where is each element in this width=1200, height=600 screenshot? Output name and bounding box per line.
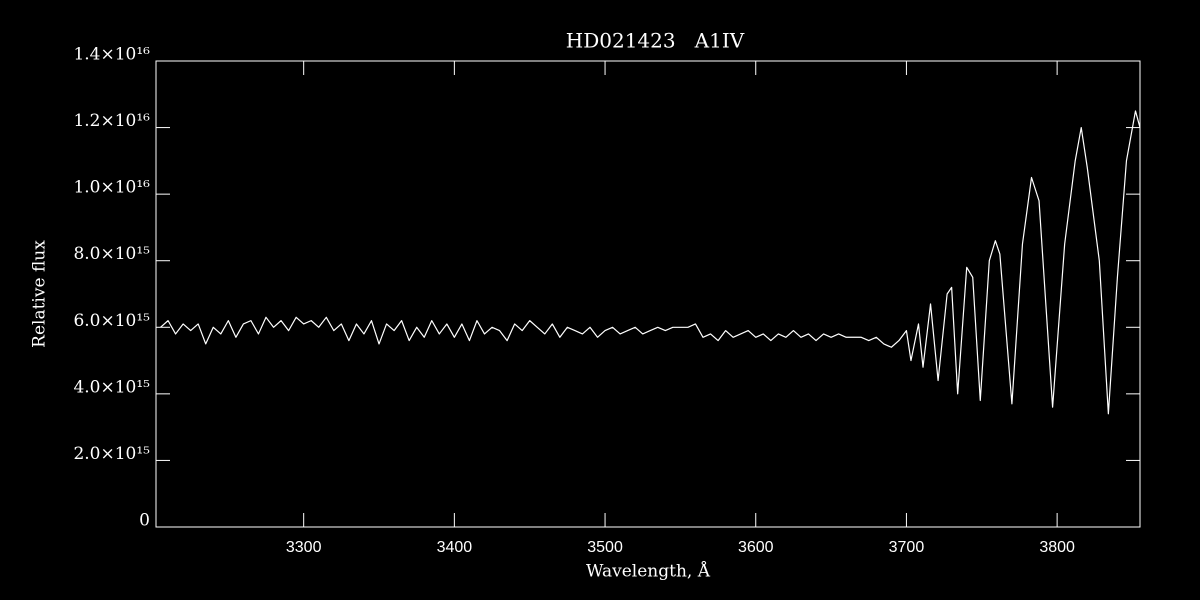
- spectrum-line: [160, 110, 1141, 415]
- plot-frame: [155, 60, 1141, 528]
- chart-title: HD021423 A1IV: [566, 29, 745, 53]
- y-tick-label: 2.0×10¹⁵: [73, 444, 150, 464]
- y-tick-label: 8.0×10¹⁵: [73, 244, 150, 264]
- x-tick-label: 3800: [1039, 539, 1075, 556]
- x-tick-label: 3300: [286, 539, 322, 556]
- x-tick-label: 3400: [437, 539, 473, 556]
- y-tick-label: 4.0×10¹⁵: [73, 377, 150, 397]
- y-tick-label: 1.4×10¹⁶: [73, 45, 150, 65]
- y-tick-label: 1.2×10¹⁶: [73, 111, 150, 131]
- y-axis-label: Relative flux: [30, 240, 50, 348]
- y-tick-label: 0: [139, 511, 150, 531]
- x-axis-label: Wavelength, Å: [586, 561, 711, 582]
- x-tick-label: 3500: [587, 539, 623, 556]
- y-tick-label: 1.0×10¹⁶: [73, 178, 150, 198]
- x-tick-label: 3700: [889, 539, 925, 556]
- y-tick-label: 6.0×10¹⁵: [73, 311, 150, 331]
- x-tick-label: 3600: [738, 539, 774, 556]
